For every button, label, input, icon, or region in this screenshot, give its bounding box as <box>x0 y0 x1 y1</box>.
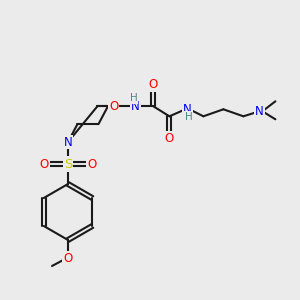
Text: N: N <box>183 103 192 116</box>
Text: O: O <box>87 158 97 170</box>
Text: H: H <box>130 93 137 103</box>
Text: N: N <box>131 100 140 113</box>
Text: O: O <box>165 132 174 145</box>
Text: H: H <box>184 112 192 122</box>
Text: N: N <box>255 105 264 118</box>
Text: S: S <box>64 158 72 170</box>
Text: O: O <box>63 251 73 265</box>
Text: O: O <box>109 100 119 113</box>
Text: O: O <box>149 78 158 91</box>
Text: N: N <box>64 136 72 148</box>
Text: O: O <box>39 158 49 170</box>
